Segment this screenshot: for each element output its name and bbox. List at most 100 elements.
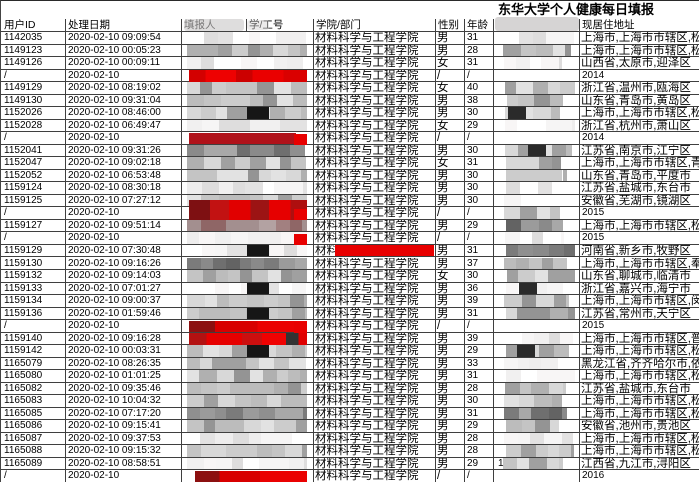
cell-user-id: 1159133: [4, 282, 43, 294]
cell-user-id: 1159134: [4, 295, 43, 307]
redaction-phone: [493, 94, 579, 107]
redaction-mosaic: [558, 57, 562, 69]
cell-department: 材料科学与工程学院: [315, 332, 419, 345]
cell-process-date: 2020-02-10: [68, 232, 120, 244]
cell-department: 材料科学与工程学院: [315, 270, 419, 282]
redaction-mosaic: [231, 232, 248, 244]
redaction-black-block: [519, 282, 538, 295]
redaction-mosaic: [200, 357, 212, 370]
redaction-red-square: [294, 134, 307, 146]
column-header-dept: 学院/部门: [316, 19, 361, 31]
cell-process-date: 2020-02-10 07:27:12: [68, 194, 161, 206]
redaction-mosaic: [233, 119, 250, 132]
redaction-mosaic: [506, 32, 519, 44]
table-row: / 2020-02-10 材料科学与工程学院 / / 2015: [1, 320, 699, 334]
redaction-mid: [181, 307, 313, 320]
redaction-mosaic: [227, 270, 241, 282]
redaction-mosaic: [200, 257, 214, 270]
redaction-mosaic: [304, 295, 307, 307]
table-row: / 2020-02-10 材料科学与工程学院 / / 2014: [1, 69, 699, 83]
redaction-mosaic: [274, 144, 290, 157]
cell-gender: 女: [437, 119, 449, 132]
cell-process-date: 2020-02-10 09:09:54: [68, 32, 161, 43]
redaction-mosaic: [288, 370, 301, 382]
redaction-mosaic: [187, 232, 200, 244]
redaction-mosaic: [250, 370, 264, 382]
redaction-mosaic: [199, 432, 216, 445]
redaction-mosaic: [532, 244, 549, 257]
redaction-mosaic: [548, 407, 563, 420]
cell-user-id: 1149123: [4, 44, 43, 56]
redaction-mosaic: [505, 307, 517, 320]
redaction-mosaic: [240, 270, 252, 282]
redaction-mosaic: [559, 445, 571, 457]
redaction-red-square: [294, 209, 307, 221]
cell-process-date: 2020-02-10 10:04:32: [68, 395, 161, 407]
redaction-mosaic: [278, 295, 291, 307]
redaction-mosaic: [245, 182, 263, 194]
redaction-mosaic: [214, 420, 229, 432]
cell-phone-prefix: 1: [498, 457, 504, 469]
redaction-mosaic: [211, 357, 230, 370]
redaction-phone: [493, 169, 579, 182]
redaction-mosaic: [243, 407, 259, 420]
redaction-mosaic: [279, 119, 293, 132]
cell-user-id: 1165085: [4, 407, 43, 419]
redaction-mosaic: [560, 119, 572, 132]
cell-user-id: 1159132: [4, 270, 43, 282]
cell-process-date: 2020-02-10 06:53:48: [68, 169, 161, 181]
redaction-mosaic: [549, 332, 561, 345]
redaction-mosaic: [228, 282, 242, 295]
cell-process-date: 2020-02-10 09:16:26: [68, 257, 161, 269]
redaction-mosaic: [518, 407, 532, 420]
cell-department: 材料科学与工程学院: [315, 407, 419, 420]
redaction-mosaic: [296, 244, 307, 257]
redaction-mosaic: [552, 44, 566, 57]
cell-gender: 男: [437, 219, 449, 232]
redaction-mosaic: [187, 257, 201, 270]
cell-gender: 女: [437, 157, 449, 169]
redaction-mosaic: [273, 82, 292, 94]
redaction-mosaic: [187, 107, 202, 119]
redaction-mosaic: [537, 182, 553, 194]
redaction-mosaic: [505, 382, 520, 395]
redaction-mosaic: [275, 432, 292, 445]
redaction-mosaic: [199, 307, 213, 320]
redaction-mosaic: [518, 32, 533, 44]
cell-gender: /: [437, 232, 441, 244]
redaction-mid: [181, 119, 313, 132]
table-row: 1159124 2020-02-10 08:30:18 材料科学与工程学院 男 30 江苏…: [1, 182, 699, 195]
redaction-mosaic: [240, 57, 258, 69]
cell-process-date: 2020-02-10 09:35:46: [68, 382, 161, 394]
cell-department: 材料科学与工程学院: [315, 232, 419, 244]
cell-gender: 女: [437, 57, 449, 69]
cell-department: 材料科学与工程学院: [315, 370, 419, 382]
redaction-mosaic: [211, 82, 227, 94]
redaction-mosaic: [519, 232, 533, 244]
cell-department: 材料科学与工程学院: [315, 107, 419, 119]
cell-process-date: 2020-02-10 00:03:31: [68, 345, 161, 357]
redaction-red-square: [294, 322, 307, 334]
cell-process-date: 2020-02-10 09:15:41: [68, 420, 161, 432]
redaction-red-bar: [195, 470, 307, 482]
redaction-mosaic: [200, 219, 212, 232]
redaction-mid: [181, 257, 313, 270]
cell-age: 29: [467, 457, 479, 469]
cell-department: 材料科学与工程学院: [315, 157, 419, 169]
cell-user-id: 1165079: [4, 357, 43, 369]
redaction-phone: [493, 357, 579, 370]
redaction-mosaic: [289, 407, 303, 420]
redaction-mosaic: [531, 382, 549, 395]
redaction-mosaic: [521, 295, 537, 307]
redaction-mosaic: [240, 445, 257, 457]
redaction-red-bar: [189, 132, 296, 145]
redaction-mosaic: [295, 257, 307, 270]
redaction-mosaic: [288, 44, 300, 57]
cell-age: 40: [467, 82, 479, 94]
cell-gender: 男: [437, 445, 449, 457]
redaction-mosaic: [249, 119, 268, 132]
redaction-mosaic: [292, 119, 307, 132]
column-header-address: 现居住地址: [582, 19, 635, 31]
cell-department: 材料科学与工程学院: [315, 119, 419, 132]
